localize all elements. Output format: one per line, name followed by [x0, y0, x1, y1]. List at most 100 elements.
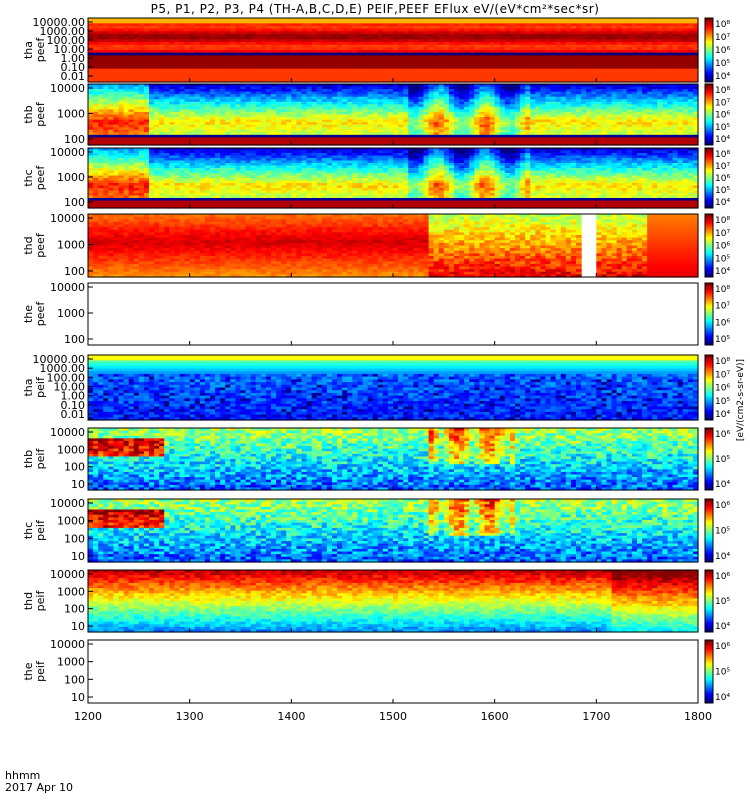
spectrogram-cell: [154, 71, 160, 75]
spectrogram-cell: [204, 23, 211, 27]
spectrogram-cell: [169, 74, 176, 78]
spectrogram-cell: [164, 31, 170, 35]
spectrogram-cell: [98, 76, 104, 80]
spectrogram-cell: [154, 34, 160, 38]
spectrogram-cell: [199, 26, 206, 30]
spectrogram-cell: [204, 26, 211, 30]
spectrogram-cell: [118, 68, 125, 72]
spectrogram-cell: [199, 63, 206, 67]
spectrogram-cell: [98, 23, 104, 27]
spectrogram-cell: [169, 50, 176, 54]
spectrogram-cell: [133, 63, 140, 67]
spectrogram-cell: [149, 34, 155, 38]
spectrogram-cell: [169, 68, 176, 72]
spectrogram-cell: [204, 55, 211, 59]
spectrogram-cell: [154, 52, 160, 56]
spectrogram-cell: [204, 42, 211, 46]
spectrogram-cell: [174, 63, 181, 67]
spectrogram-cell: [184, 18, 191, 22]
spectrogram-cell: [128, 18, 135, 22]
spectrogram-cell: [103, 76, 109, 80]
spectrogram-cell: [210, 66, 216, 70]
spectrogram-cell: [88, 68, 94, 72]
spectrogram-cell: [164, 39, 170, 43]
spectrogram-cell: [179, 31, 186, 35]
spectrogram-cell: [189, 63, 196, 67]
spectrogram-cell: [215, 28, 221, 32]
spectrogram-cell: [189, 34, 196, 38]
spectrogram-cell: [123, 20, 130, 24]
spectrogram-cell: [133, 23, 140, 27]
spectrogram-cell: [138, 60, 145, 64]
spectrogram-cell: [189, 55, 196, 59]
spectrogram-cell: [220, 28, 226, 32]
spectrogram-cell: [159, 58, 165, 62]
spectrogram-cell: [108, 31, 115, 35]
spectrogram-cell: [210, 23, 216, 27]
spectrogram-cell: [220, 66, 226, 70]
spectrogram-cell: [210, 68, 216, 72]
spectrogram-cell: [159, 28, 165, 32]
spectrogram-cell: [133, 79, 140, 83]
spectrogram-cell: [215, 50, 221, 54]
spectrogram-cell: [184, 36, 191, 40]
spectrogram-cell: [138, 18, 145, 22]
spectrogram-cell: [108, 44, 115, 48]
spectrogram-cell: [164, 50, 170, 54]
spectrogram-cell: [149, 58, 155, 62]
spectrogram-cell: [164, 44, 170, 48]
spectrogram-cell: [220, 42, 226, 46]
spectrogram-cell: [199, 79, 206, 83]
spectrogram-cell: [113, 60, 120, 64]
spectrogram-cell: [133, 28, 140, 32]
spectrogram-cell: [118, 60, 125, 64]
spectrogram-cell: [194, 79, 201, 83]
spectrogram-cell: [143, 71, 150, 75]
spectrogram-cell: [189, 52, 196, 56]
spectrogram-cell: [194, 20, 201, 24]
spectrogram-cell: [204, 50, 211, 54]
spectrogram-cell: [199, 76, 206, 80]
spectrogram-cell: [159, 42, 165, 46]
spectrogram-cell: [159, 52, 165, 56]
spectrogram-cell: [118, 20, 125, 24]
spectrogram-cell: [194, 76, 201, 80]
spectrogram-cell: [138, 39, 145, 43]
spectrogram-cell: [164, 20, 170, 24]
spectrogram-cell: [103, 60, 109, 64]
spectrogram-cell: [133, 71, 140, 75]
spectrogram-cell: [93, 60, 99, 64]
spectrogram-cell: [154, 60, 160, 64]
spectrogram-cell: [93, 20, 99, 24]
spectrogram-cell: [179, 68, 186, 72]
spectrogram-cell: [194, 42, 201, 46]
spectrogram-cell: [143, 36, 150, 40]
spectrogram-cell: [169, 42, 176, 46]
spectrogram-cell: [184, 26, 191, 30]
spectrogram-cell: [159, 79, 165, 83]
spectrogram-cell: [179, 28, 186, 32]
spectrogram-cell: [118, 31, 125, 35]
spectrogram-cell: [215, 47, 221, 51]
spectrogram-cell: [123, 26, 130, 30]
spectrogram-cell: [128, 42, 135, 46]
spectrogram-cell: [159, 34, 165, 38]
spectrogram-cell: [93, 76, 99, 80]
spectrogram-cell: [108, 42, 115, 46]
spectrogram-cell: [138, 20, 145, 24]
spectrogram-cell: [113, 18, 120, 22]
spectrogram-cell: [138, 23, 145, 27]
spectrogram-cell: [108, 68, 115, 72]
spectrogram-cell: [220, 55, 226, 59]
spectrogram-cell: [220, 74, 226, 78]
spectrogram-cell: [194, 44, 201, 48]
spectrogram-cell: [174, 47, 181, 51]
spectrogram-cell: [133, 18, 140, 22]
spectrogram-cell: [138, 47, 145, 51]
panel-label-product: peef: [34, 37, 47, 63]
spectrogram-cell: [164, 76, 170, 80]
spectrogram-cell: [210, 34, 216, 38]
spectrogram-cell: [128, 79, 135, 83]
spectrogram-cell: [103, 52, 109, 56]
spectrogram-cell: [138, 71, 145, 75]
